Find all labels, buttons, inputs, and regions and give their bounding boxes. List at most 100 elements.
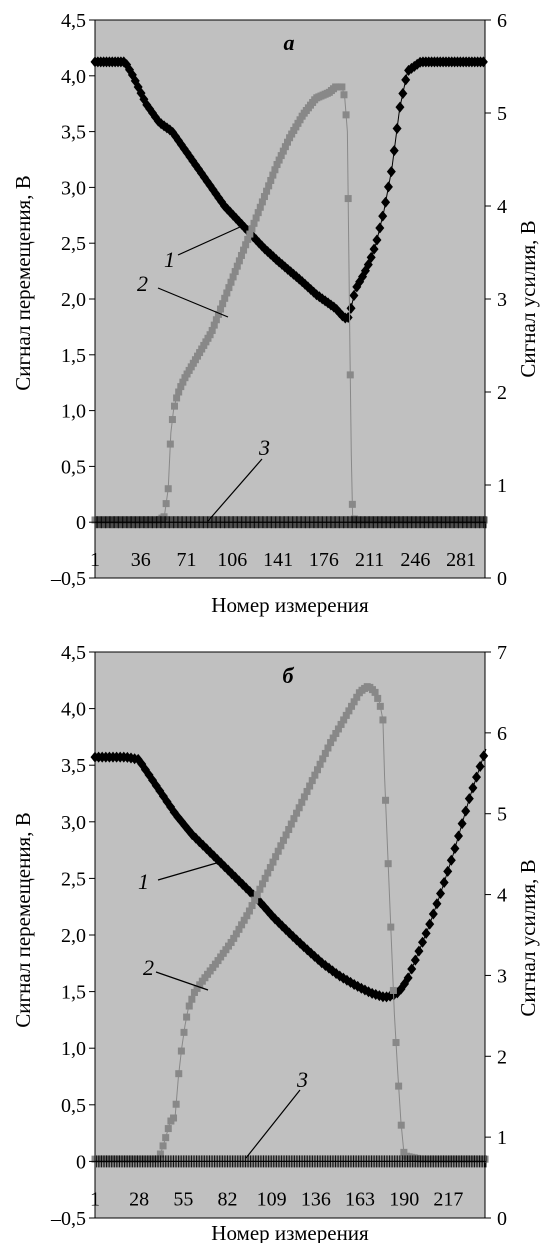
series-2-point	[313, 766, 321, 774]
series-2-point	[243, 912, 251, 920]
x-tick-label-a: 246	[400, 549, 430, 571]
series-1-point	[428, 908, 438, 920]
y-tick-label-a: 3,5	[61, 122, 86, 144]
series-2-point	[242, 241, 250, 249]
series-1-point	[418, 936, 428, 948]
series-1-point	[346, 302, 356, 314]
series-1-point	[395, 101, 405, 113]
series-2-point	[277, 842, 285, 850]
series-2-point	[202, 338, 210, 346]
x-tick-label-a: 281	[446, 549, 476, 571]
series-1-point	[265, 248, 275, 260]
series-2-point	[252, 214, 260, 222]
series-2-point	[261, 874, 269, 882]
series-2-point	[371, 688, 379, 696]
series-2-point	[264, 869, 272, 877]
series-1-point	[343, 312, 353, 324]
series-2-point	[348, 500, 356, 508]
callout-line-3-a	[207, 458, 263, 522]
x-tick-label-b: 1	[90, 1188, 100, 1210]
series-2-point	[265, 182, 273, 190]
y2-tick-label-b: 6	[497, 723, 507, 745]
series-2-point	[166, 440, 174, 448]
series-2-point	[189, 359, 197, 367]
series-2-point	[253, 891, 261, 899]
series-2-point	[198, 345, 206, 353]
curve-label-3-a: 3	[258, 435, 270, 460]
series-2-point	[211, 960, 219, 968]
series-2-point	[342, 711, 350, 719]
series-2-point	[259, 880, 267, 888]
series-1-point	[410, 954, 420, 966]
series-2-point	[227, 278, 235, 286]
series-2-point	[232, 930, 240, 938]
series-1-point	[464, 793, 474, 805]
series-2-point	[395, 1082, 403, 1090]
series-2-point	[329, 734, 337, 742]
series-1-point	[381, 196, 391, 208]
series-2-point	[294, 119, 302, 127]
y-tick-label-a: 0,5	[61, 456, 86, 478]
x-tick-label-b: 109	[257, 1188, 287, 1210]
series-1-point	[407, 963, 417, 975]
y2-axis-title-b: Сигнал усилия, В	[516, 859, 540, 1016]
y-tick-label-b: –0,5	[50, 1208, 86, 1230]
series-2-point	[345, 707, 353, 715]
series-2-point	[223, 289, 231, 297]
x-tick-label-a: 36	[131, 549, 151, 571]
series-1-point	[457, 818, 467, 830]
series-2-point	[288, 130, 296, 138]
series-2-point	[392, 1039, 400, 1047]
series-2-point	[379, 716, 387, 724]
series-1-point	[378, 210, 388, 222]
series-2-point	[214, 310, 222, 318]
series-2-point	[185, 1002, 193, 1010]
y2-tick-label-b: 7	[497, 642, 507, 664]
series-2-point	[332, 730, 340, 738]
series-2-point	[303, 787, 311, 795]
series-2-point	[164, 485, 172, 493]
series-2-point	[321, 749, 329, 757]
series-2-point	[172, 1100, 180, 1108]
series-1-point	[369, 243, 379, 255]
series-1-point	[450, 842, 460, 854]
series-2-point	[340, 716, 348, 724]
series-1-point	[162, 122, 172, 134]
series-2-point	[240, 916, 248, 924]
series-2-point	[295, 804, 303, 812]
series-2-point	[344, 195, 352, 203]
y-tick-label-b: 4,0	[61, 699, 86, 721]
x-tick-label-b: 217	[433, 1188, 463, 1210]
series-2-point	[164, 1125, 172, 1133]
series-1-point	[375, 222, 385, 234]
series-1-point	[414, 945, 424, 957]
series-2-point	[327, 739, 335, 747]
y-tick-label-b: 1,5	[61, 982, 86, 1004]
y2-tick-label-b: 5	[497, 804, 507, 826]
series-2-point	[196, 981, 204, 989]
y2-tick-label-a: 4	[497, 196, 507, 218]
x-tick-label-a: 141	[263, 549, 293, 571]
series-2-point	[162, 500, 170, 508]
x-axis-title-a: Номер измерения	[211, 593, 369, 617]
series-1-point	[389, 145, 399, 157]
series-2-point	[217, 305, 225, 313]
series-1-point	[439, 876, 449, 888]
series-1-point	[475, 760, 485, 772]
series-1-point	[425, 918, 435, 930]
series-2-point	[286, 134, 294, 142]
series-1-point	[478, 56, 488, 68]
series-1-point	[432, 898, 442, 910]
y2-tick-label-a: 6	[497, 10, 507, 32]
series-1-point	[401, 74, 411, 86]
series-2-point	[374, 694, 382, 702]
y-tick-label-a: 1,5	[61, 345, 86, 367]
series-1-point	[383, 181, 393, 193]
series-2-point	[188, 995, 196, 1003]
series-2-point	[293, 809, 301, 817]
series-2-point	[290, 126, 298, 134]
series-2-point	[283, 138, 291, 146]
x-tick-label-b: 136	[301, 1188, 331, 1210]
series-2-point	[300, 793, 308, 801]
